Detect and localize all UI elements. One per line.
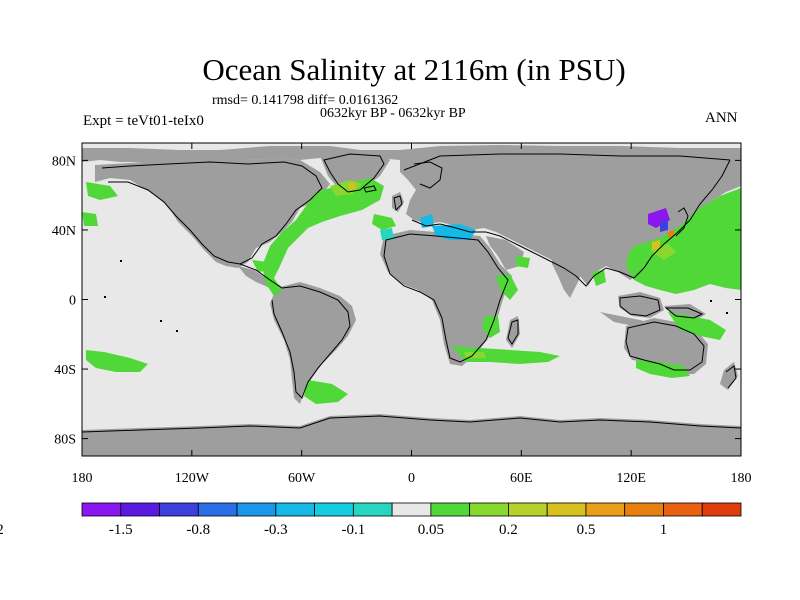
colorbar-swatch (546, 502, 587, 517)
lon-tick-label: 120W (175, 471, 210, 486)
salinity-positive-patches (82, 178, 741, 404)
salinity-highest-patches (668, 230, 674, 238)
colorbar-label: -0.8 (186, 522, 210, 538)
island-dots (104, 260, 728, 332)
colorbar-swatch (197, 502, 238, 517)
lon-tick-label: 0 (408, 471, 415, 486)
lon-tick-label: 180 (731, 471, 752, 486)
colorbar-swatch (391, 502, 432, 517)
colorbar-label: 2 (0, 522, 4, 538)
coastlines (82, 153, 741, 433)
colorbar-swatch (352, 502, 393, 517)
salinity-high-patches (348, 182, 660, 250)
lat-tick-label: 40N (52, 224, 76, 239)
lat-tick-label: 80N (52, 154, 76, 169)
colorbar-swatch (508, 502, 548, 517)
lon-tick-label: 180 (72, 471, 93, 486)
map-plot-area (82, 143, 741, 456)
lon-tick-label: 60E (510, 471, 533, 486)
colorbar-swatch (81, 502, 122, 517)
lat-tick-label: 40S (54, 363, 76, 378)
colorbar-swatch (159, 502, 199, 517)
colorbar-swatch (469, 502, 509, 517)
colorbar-swatch (430, 502, 471, 517)
colorbar-swatch (701, 502, 742, 517)
lat-tick-label: 80S (54, 433, 76, 448)
longitude-axis: 180 120W 60W 0 60E 120E 180 (72, 143, 752, 486)
colorbar-label: 0.5 (577, 522, 596, 538)
colorbar-label: -0.1 (341, 522, 365, 538)
colorbar-swatch (585, 502, 626, 517)
time-period: 0632kyr BP - 0632kyr BP (320, 106, 466, 121)
figure-title: Ocean Salinity at 2116m (in PSU) (202, 52, 626, 87)
colorbar-label: 0.2 (499, 522, 518, 538)
colorbar-swatch (663, 502, 703, 517)
colorbar-swatch (275, 502, 315, 517)
experiment-label: Expt = teVt01-teIx0 (83, 113, 204, 129)
colorbar-swatch (314, 502, 354, 517)
colorbar-label: -1.5 (109, 522, 133, 538)
lon-tick-label: 120E (616, 471, 646, 486)
land-mask (82, 145, 741, 456)
colorbar-label: 1 (660, 522, 668, 538)
lat-tick-label: 0 (69, 294, 76, 309)
lon-tick-label: 60W (288, 471, 316, 486)
colorbar-label: 0.05 (418, 522, 444, 538)
rmsd-diff-stats: rmsd= 0.141798 diff= 0.0161362 (212, 93, 399, 108)
season-label: ANN (705, 110, 738, 126)
colorbar: -1.5 -0.8 -0.3 -0.1 0.05 0.2 0.5 1 2 (0, 502, 742, 538)
colorbar-label: -0.3 (264, 522, 288, 538)
latitude-axis: 80N 40N 0 40S 80S (52, 154, 741, 448)
colorbar-swatch (624, 502, 664, 517)
colorbar-swatch (236, 502, 277, 517)
colorbar-swatch (120, 502, 160, 517)
